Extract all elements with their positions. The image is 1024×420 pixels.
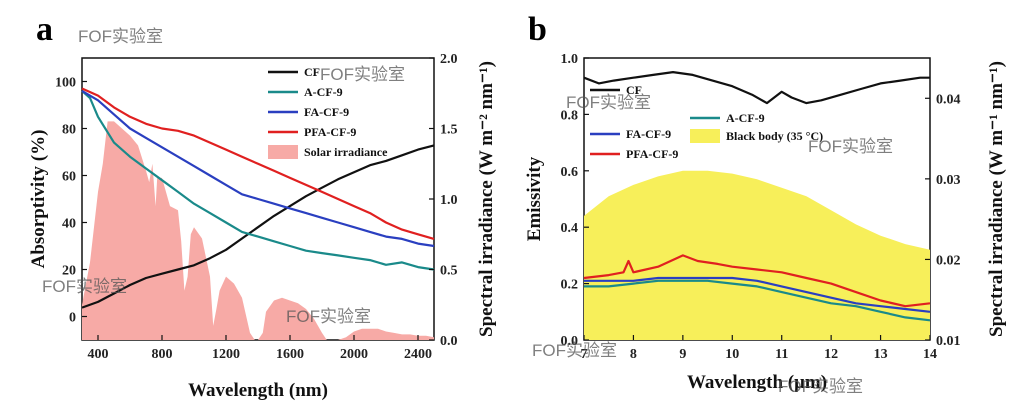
panel-label-b: b [528,11,547,48]
chart-b-y-tick-label: 0.2 [561,278,579,293]
chart-a-x-tick-label: 2400 [404,347,432,362]
chart-a-ylabel: Absorptivity (%) [28,130,49,269]
chart-b-series [583,70,931,340]
chart-a-y2-tick-label: 2.0 [440,52,458,67]
chart-a-x-tick-label: 1200 [212,347,240,362]
chart-a-y-tick-label: 40 [62,217,76,232]
watermark: FOF实验室 [42,277,127,296]
chart-a-legend-swatch-solar-irradiance [268,145,298,159]
chart-b: 7 8 9 10 11 12 13 14 0.0 0.2 0.4 0.6 0.8 1.0 0.01 0.02 0… [524,52,1007,393]
chart-b-legend-label-black-body-35-c: Black body (35 °C) [726,129,823,143]
watermark: FOF实验室 [532,341,617,360]
chart-a-legend-label-solar-irradiance: Solar irradiance [304,145,388,159]
chart-a-series-fa-cf-9 [81,89,435,248]
chart-a-y2-tick-label: 1.0 [440,193,458,208]
chart-b-x-tick-label: 7 [581,347,588,362]
chart-a-x-tick-label: 800 [152,347,173,362]
panel-label-a: a [36,11,53,48]
chart-a-series-a-cf-9 [81,90,435,271]
chart-a-series-solar-irradiance [82,121,434,341]
chart-a-x-tick-label: 2000 [340,347,368,362]
chart-b-y2-tick-label: 0.02 [936,253,961,268]
chart-b-y2-tick-label: 0.03 [936,173,961,188]
chart-b-legend-label-a-cf-9: A-CF-9 [726,111,765,125]
chart-b-x-tick-label: 14 [923,347,937,362]
chart-b-legend-label-fa-cf-9: FA-CF-9 [626,127,671,141]
chart-b-x-tick-label: 10 [725,347,739,362]
watermark: FOF实验室 [286,307,371,326]
chart-b-y2label: Spectral irradiance (W m⁻¹ nm⁻¹) [986,61,1007,337]
watermark: FOF实验室 [320,65,405,84]
chart-b-series-pfa-cf-9 [583,254,931,308]
chart-b-x-tick-label: 13 [874,347,888,362]
chart-b-series-cf [583,70,930,105]
chart-b-y-tick-label: 0.6 [561,165,579,180]
watermark: FOF实验室 [778,377,863,396]
chart-a-legend: CF A-CF-9 FA-CF-9 PFA-CF-9 Solar irradiance [268,65,388,159]
chart-b-legend-label-cf: CF [626,83,642,97]
chart-b-x-tick-label: 11 [775,347,788,362]
chart-b-y-tick-label: 0.4 [561,221,579,236]
chart-b-xlabel: Wavelength (μm) [687,372,827,393]
chart-b-y2-tick-label: 0.04 [936,92,961,107]
chart-b-y-tick-label: 1.0 [561,52,579,67]
chart-b-series-fa-cf-9 [584,276,931,313]
chart-a-y-tick-label: 20 [62,264,76,279]
chart-b-ylabel: Emissivity [524,156,545,241]
chart-b-y2-tick-label: 0.01 [936,334,961,349]
chart-b-x-tick-label: 8 [630,347,637,362]
chart-a-legend-label-fa-cf-9: FA-CF-9 [304,105,349,119]
chart-b-legend-label-pfa-cf-9: PFA-CF-9 [626,147,678,161]
chart-a-legend-label-a-cf-9: A-CF-9 [304,85,343,99]
chart-a-legend-label-cf: CF [304,65,320,79]
chart-b-y-tick-label: 0.8 [561,108,579,123]
chart-b-x-tick-label: 12 [824,347,838,362]
chart-b-series-a-cf-9 [584,279,931,322]
chart-a-xlabel: Wavelength (nm) [188,380,328,401]
chart-b-y-tick-label: 0.0 [561,334,579,349]
watermark: FOF实验室 [566,93,651,112]
chart-a-y2label: Spectral irradiance (W m⁻² nm⁻¹) [476,61,497,337]
chart-a-series [81,87,435,341]
watermark: FOF实验室 [78,27,163,46]
chart-b-ticks: 7 8 9 10 11 12 13 14 0.0 0.2 0.4 0.6 0.8 1.0 0.01 0.02 0… [561,52,961,362]
chart-a-x-tick-label: 400 [88,347,109,362]
chart-a: 400 800 1200 1600 2000 2400 0 20 40 60 80 100 0.0 0.5… [28,52,497,401]
chart-a-y-tick-label: 100 [55,76,76,91]
chart-a-y2-tick-label: 1.5 [440,123,458,138]
chart-b-series-black-body-35-c [584,170,930,340]
chart-a-y-tick-label: 60 [62,170,76,185]
chart-a-x-tick-label: 1600 [276,347,304,362]
chart-a-ticks: 400 800 1200 1600 2000 2400 0 20 40 60 80 100 0.0 0.5… [55,52,458,362]
chart-a-y-tick-label: 0 [69,311,76,326]
chart-b-legend-swatch-black-body-35-c [690,129,720,143]
chart-b-x-tick-label: 9 [679,347,686,362]
chart-a-series-pfa-cf-9 [81,87,435,240]
chart-a-legend-label-pfa-cf-9: PFA-CF-9 [304,125,356,139]
watermark: FOF实验室 [808,137,893,156]
chart-a-series-cf [81,144,435,309]
chart-a-y-tick-label: 80 [62,123,76,138]
chart-b-legend: CF A-CF-9 FA-CF-9 PFA-CF-9 Black body (35 °C… [590,83,823,161]
chart-a-y2-tick-label: 0.0 [440,334,458,349]
chart-a-y2-tick-label: 0.5 [440,264,458,279]
